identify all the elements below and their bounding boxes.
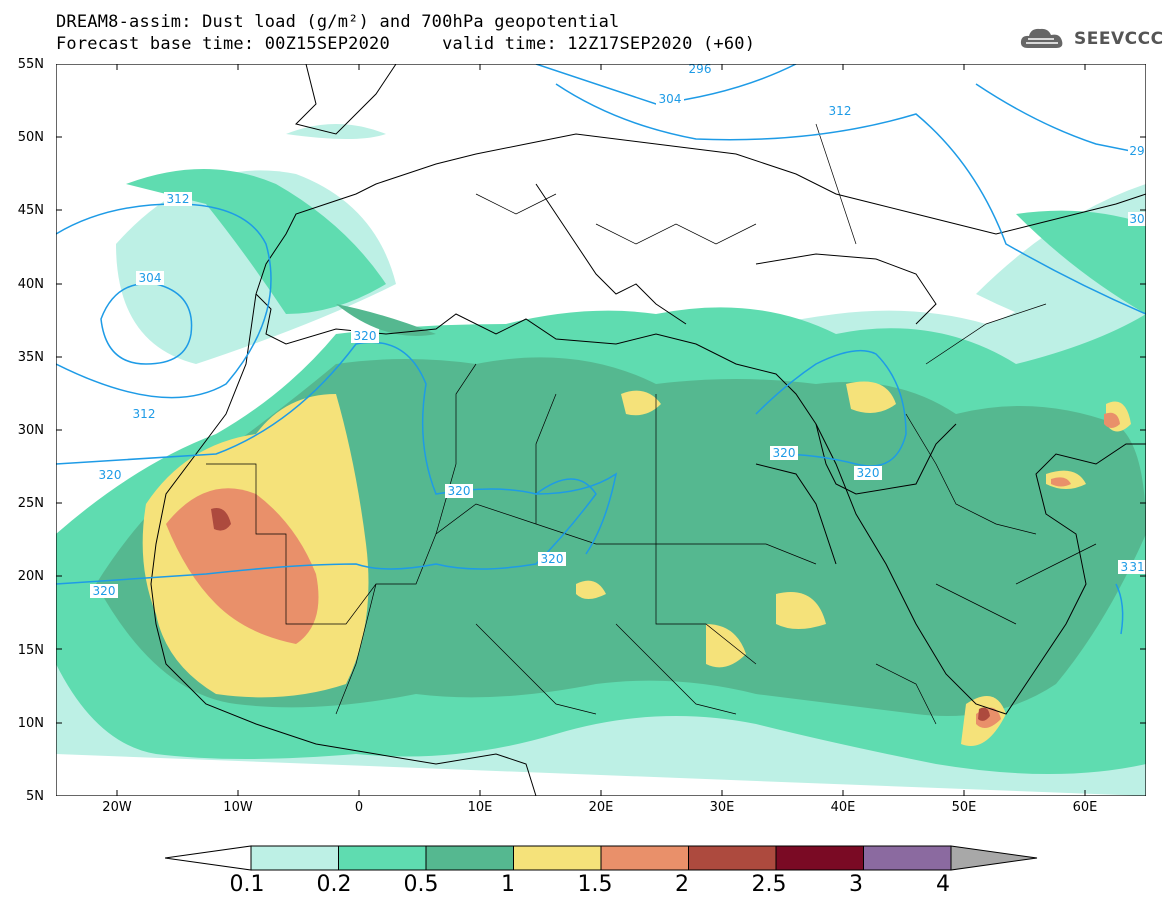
colorbar-min-arrow bbox=[165, 845, 252, 871]
dust-colorbar bbox=[165, 845, 1038, 871]
lat-tick-label: 30N bbox=[17, 423, 44, 438]
contour-label: 320 bbox=[854, 466, 882, 480]
lat-tick-label: 55N bbox=[17, 57, 44, 72]
contour-label-text: 304 bbox=[139, 271, 162, 285]
contour-label: 320 bbox=[445, 484, 473, 498]
lon-tick-label: 50E bbox=[951, 800, 977, 815]
contour-label-text: 312 bbox=[133, 407, 156, 421]
contour-label-text: 312 bbox=[167, 192, 190, 206]
contour-label-text: 320 bbox=[99, 468, 122, 482]
coastlines bbox=[150, 64, 1146, 796]
forecast-times: Forecast base time: 00Z15SEP2020 valid t… bbox=[56, 34, 756, 54]
colorbar-label: 4 bbox=[936, 872, 950, 897]
colorbar-cell bbox=[250, 845, 339, 871]
lat-tick-label: 40N bbox=[17, 277, 44, 292]
lon-tick-label: 30E bbox=[709, 800, 735, 815]
contour-label-text: 304 bbox=[659, 92, 682, 106]
colorbar-label: 0.5 bbox=[403, 872, 439, 897]
colorbar-cell bbox=[863, 845, 952, 871]
contour-label: 320 bbox=[538, 552, 566, 566]
contour-label: 320 bbox=[351, 329, 379, 343]
cloud-logo-icon bbox=[1020, 28, 1063, 48]
contour-label-text: 320 bbox=[448, 484, 471, 498]
contour-label: 31 bbox=[1128, 560, 1146, 574]
contour-label-text: 320 bbox=[354, 329, 377, 343]
colorbar-label: 1 bbox=[501, 872, 515, 897]
contour-label: 304 bbox=[136, 271, 164, 285]
contour-label: 320 bbox=[90, 584, 118, 598]
colorbar-cell bbox=[775, 845, 864, 871]
lat-tick-label: 50N bbox=[17, 130, 44, 145]
colorbar-label: 2 bbox=[675, 872, 689, 897]
dust-load-map: 296 304 312 312 304 312 320 320 320 320 … bbox=[56, 64, 1146, 796]
lat-tick-label: 10N bbox=[17, 716, 44, 731]
contour-label-text: 320 bbox=[93, 584, 116, 598]
contour-label: 312 bbox=[130, 407, 158, 421]
lon-tick-label: 0 bbox=[354, 800, 364, 815]
contour-label-text: 320 bbox=[541, 552, 564, 566]
frame-ticks bbox=[56, 64, 1146, 796]
contour-label: 320 bbox=[96, 468, 124, 482]
contour-label: 29 bbox=[1128, 144, 1146, 158]
contour-label-text: 296 bbox=[689, 64, 712, 76]
colorbar-label: 2.5 bbox=[751, 872, 787, 897]
contour-label-text: 312 bbox=[829, 104, 852, 118]
colorbar-cell bbox=[338, 845, 427, 871]
country-borders bbox=[206, 123, 1097, 725]
contour-label: 304 bbox=[656, 92, 684, 106]
lon-tick-label: 20W bbox=[102, 800, 132, 815]
lat-tick-label: 15N bbox=[17, 643, 44, 658]
contour-label: 320 bbox=[770, 446, 798, 460]
logo-text: SEEVCCC bbox=[1074, 29, 1164, 49]
colorbar-cell bbox=[688, 845, 777, 871]
lat-tick-label: 20N bbox=[17, 569, 44, 584]
colorbar-cell bbox=[425, 845, 514, 871]
colorbar-cells bbox=[250, 845, 952, 871]
contour-label: 30 bbox=[1128, 212, 1146, 226]
colorbar-cell bbox=[600, 845, 689, 871]
contour-label-text: 320 bbox=[773, 446, 796, 460]
lat-tick-label: 45N bbox=[17, 203, 44, 218]
colorbar-label: 1.5 bbox=[577, 872, 613, 897]
lon-tick-label: 60E bbox=[1072, 800, 1098, 815]
contour-label: 312 bbox=[826, 104, 854, 118]
contour-label-text: 320 bbox=[857, 466, 880, 480]
colorbar-label: 0.1 bbox=[229, 872, 265, 897]
lat-tick-label: 35N bbox=[17, 350, 44, 365]
contour-label-text: 29 bbox=[1129, 144, 1144, 158]
contour-label-text: 30 bbox=[1129, 212, 1144, 226]
dust-band-2 bbox=[211, 508, 990, 721]
contour-label: 312 bbox=[164, 192, 192, 206]
lon-tick-label: 10E bbox=[467, 800, 493, 815]
lon-tick-label: 10W bbox=[223, 800, 253, 815]
map-title: DREAM8-assim: Dust load (g/m²) and 700hP… bbox=[56, 12, 620, 32]
contour-label-text: 31 bbox=[1129, 560, 1144, 574]
colorbar-max-arrow bbox=[950, 845, 1038, 871]
colorbar-label: 3 bbox=[849, 872, 863, 897]
lat-tick-label: 5N bbox=[26, 789, 44, 804]
contour-label: 296 bbox=[686, 64, 714, 76]
colorbar-label: 0.2 bbox=[316, 872, 352, 897]
colorbar-cell bbox=[513, 845, 602, 871]
seevccc-logo: SEEVCCC bbox=[1018, 24, 1164, 54]
lon-tick-label: 40E bbox=[830, 800, 856, 815]
lat-tick-label: 25N bbox=[17, 496, 44, 511]
lon-tick-label: 20E bbox=[588, 800, 614, 815]
contour-labels: 296 304 312 312 304 312 320 320 320 320 … bbox=[90, 64, 1146, 598]
